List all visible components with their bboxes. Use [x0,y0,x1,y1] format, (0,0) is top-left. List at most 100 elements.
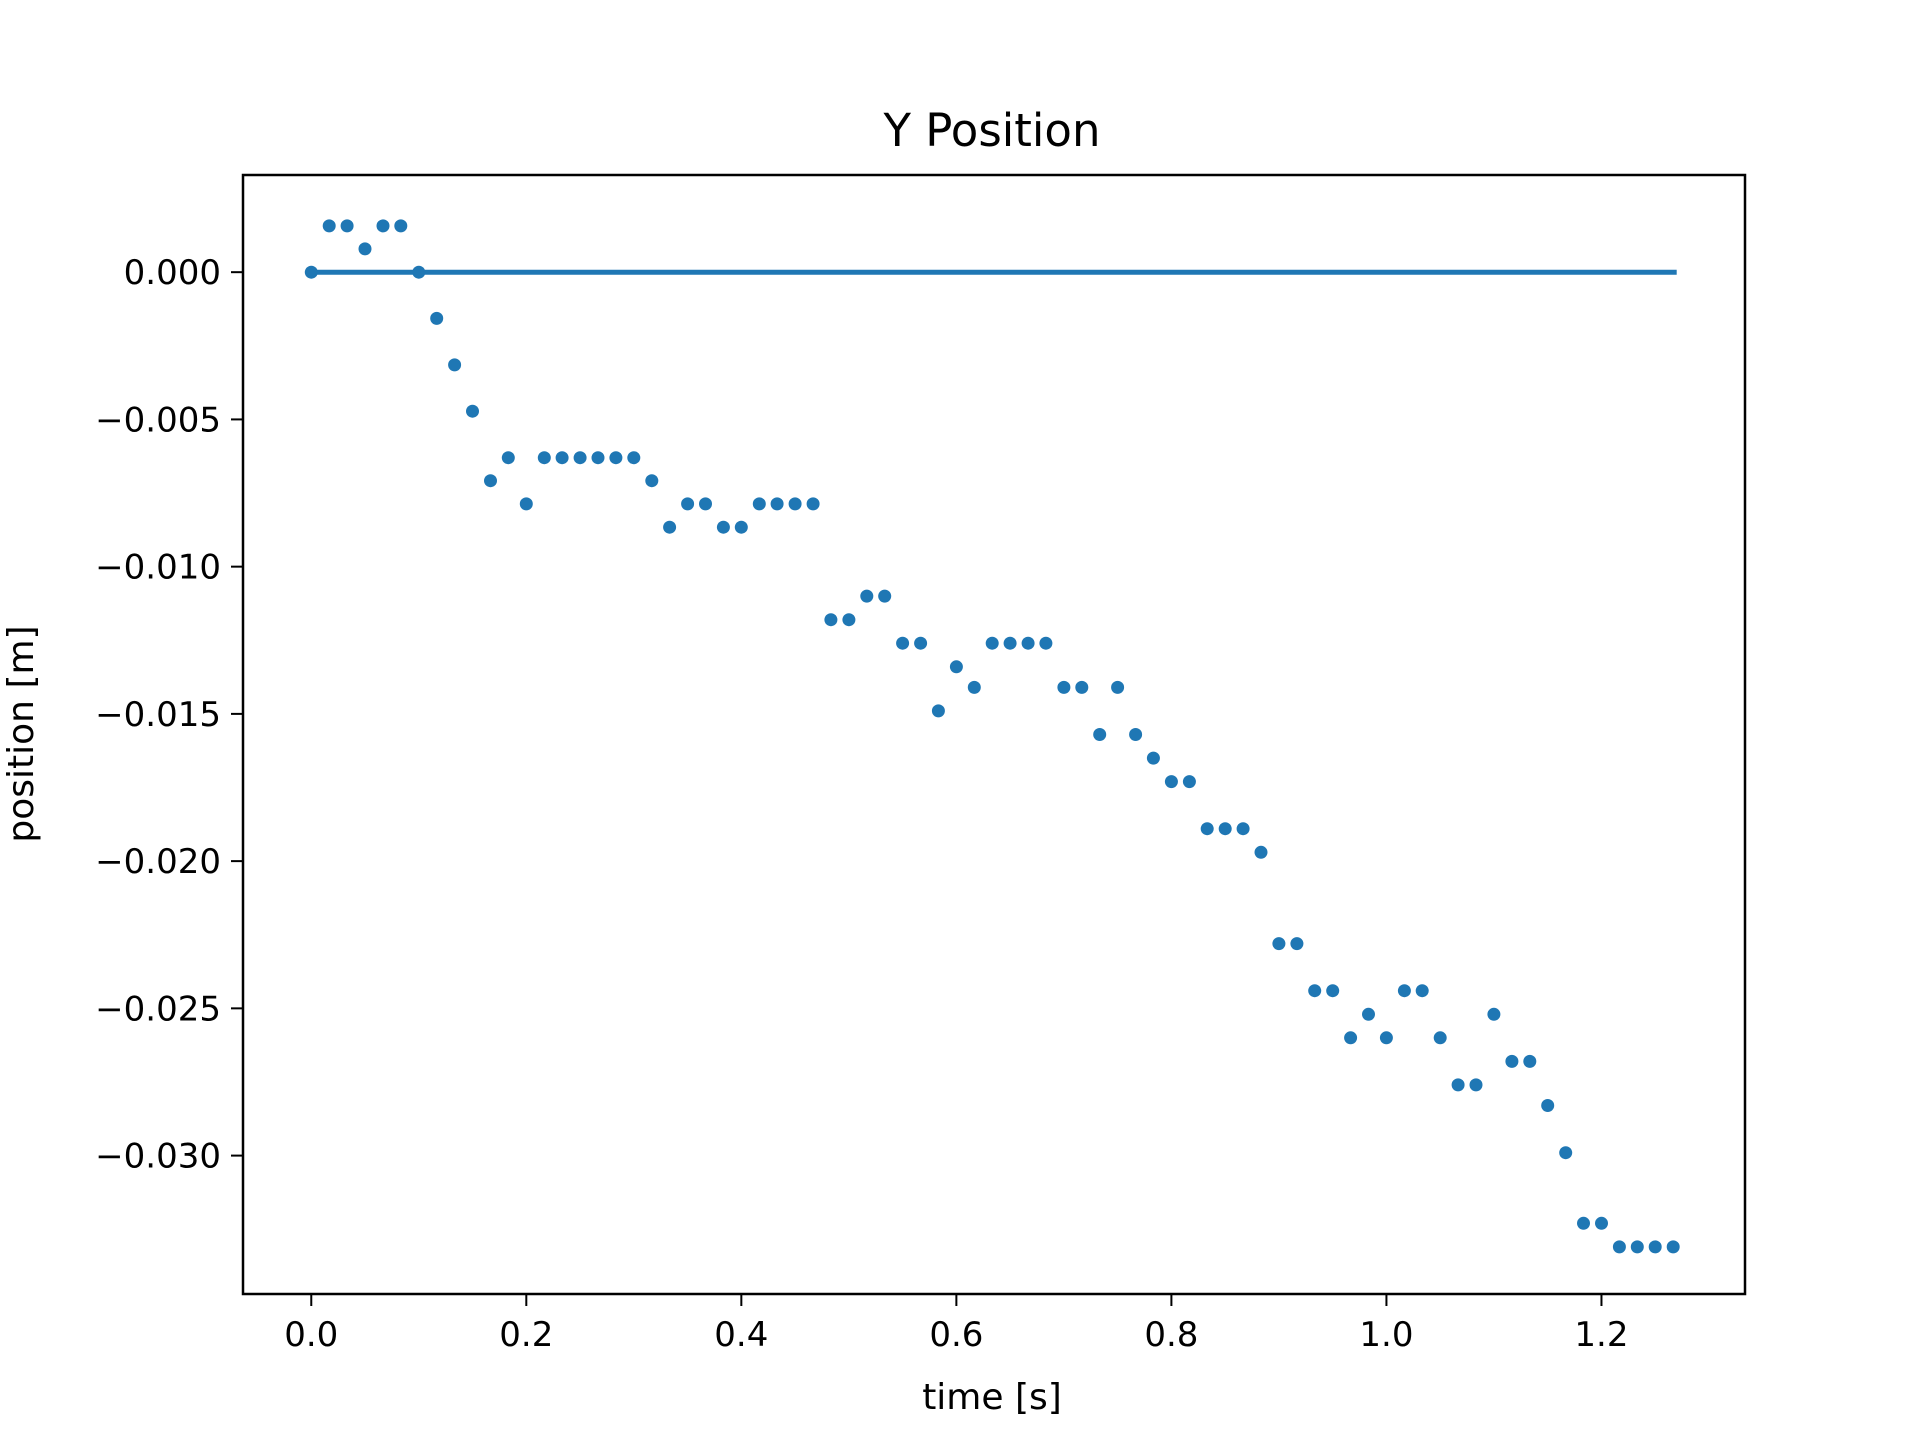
scatter-point [358,242,372,256]
scatter-point [1505,1054,1519,1068]
scatter-point [699,497,712,511]
scatter-point [967,680,981,694]
scatter-point [1308,984,1322,998]
scatter-point [752,497,766,511]
scatter-point [1666,1240,1680,1254]
scatter-point [1612,1240,1626,1254]
scatter-point [1111,680,1125,694]
y-tick-label: 0.000 [124,253,221,293]
scatter-point [573,451,587,465]
scatter-point [555,451,569,465]
x-tick-label: 0.4 [714,1315,768,1355]
scatter-point [1146,751,1160,765]
scatter-point [1415,984,1429,998]
scatter-point [770,497,784,511]
scatter-point [340,219,354,233]
scatter-point [1362,1007,1375,1021]
scatter-point [1290,937,1304,951]
scatter-point [1093,728,1107,741]
scatter-point [1630,1240,1644,1254]
x-tick-label: 0.0 [284,1315,338,1355]
scatter-point [466,404,479,418]
scatter-point [1003,636,1017,650]
y-axis-label: position [m] [1,625,42,842]
scatter-point [1254,845,1268,859]
scatter-point [1397,984,1411,998]
x-axis: 0.0 0.2 0.4 0.6 0.8 1.0 1.2 [284,1294,1629,1355]
y-tick-label: −0.015 [95,695,221,735]
x-tick-label: 0.8 [1144,1315,1198,1355]
scatter-point [1218,822,1232,836]
scatter-point [609,451,623,465]
scatter-point [591,451,605,465]
scatter-point [663,520,677,534]
chart-title: Y Position [882,104,1100,157]
scatter-point [1487,1007,1501,1021]
scatter-point [412,265,426,279]
y-tick-label: −0.020 [95,842,221,882]
x-tick-label: 1.0 [1359,1315,1413,1355]
scatter-point [1648,1240,1662,1254]
scatter-point [824,613,838,627]
scatter-point [1057,680,1071,694]
scatter-point [304,265,318,279]
scatter-point [1075,680,1089,694]
scatter-point [430,311,444,325]
scatter-point [627,451,641,465]
scatter-point [1595,1216,1608,1230]
scatter-point [448,358,462,372]
x-axis-label: time [s] [922,1377,1062,1418]
scatter-point [985,636,999,650]
scatter-point [1577,1216,1590,1230]
y-tick-label: −0.025 [95,989,221,1029]
scatter-point [788,497,802,511]
scatter-point [806,497,820,511]
scatter-point [1164,775,1178,789]
scatter-point [914,636,928,650]
y-tick-label: −0.010 [95,548,221,588]
scatter-point [645,474,659,488]
scatter-point [1272,937,1286,951]
scatter-point [1039,636,1053,650]
x-tick-label: 0.2 [499,1315,553,1355]
scatter-point [1523,1054,1537,1068]
scatter-point [1433,1031,1447,1045]
scatter-point [1559,1146,1573,1160]
scatter-point [322,219,336,233]
scatter-point [949,660,963,674]
scatter-point [860,589,874,603]
scatter-point [519,497,533,511]
scatter-point [1182,775,1196,789]
x-tick-label: 1.2 [1574,1315,1628,1355]
y-tick-label: −0.005 [95,400,221,440]
x-tick-label: 0.6 [929,1315,983,1355]
scatter-point [376,219,390,233]
scatter-point [1469,1078,1483,1092]
scatter-point [1541,1099,1555,1112]
scatter-point [1344,1031,1358,1045]
scatter-point [1326,984,1340,998]
scatter-point [484,474,497,488]
scatter-point [537,451,551,465]
scatter-point [1129,728,1143,741]
scatter-point [878,589,892,603]
scatter-point [1021,636,1035,650]
y-axis: 0.000 −0.005 −0.010 −0.015 −0.020 −0.025 −0.03… [95,253,243,1177]
scatter-point [1236,822,1250,836]
plot-marks [304,219,1680,1254]
scatter-point [1200,822,1214,836]
y-tick-label: −0.030 [95,1137,221,1177]
scatter-point [681,497,695,511]
scatter-point [896,636,910,650]
scatter-point [716,520,730,534]
scatter-point [501,451,515,465]
scatter-point [931,704,945,718]
scatter-point [734,520,748,534]
scatter-point [1379,1031,1393,1045]
scatter-point [394,219,408,233]
scatter-point [1451,1078,1465,1092]
plot-frame [241,173,1747,1296]
scatter-point [842,613,856,627]
